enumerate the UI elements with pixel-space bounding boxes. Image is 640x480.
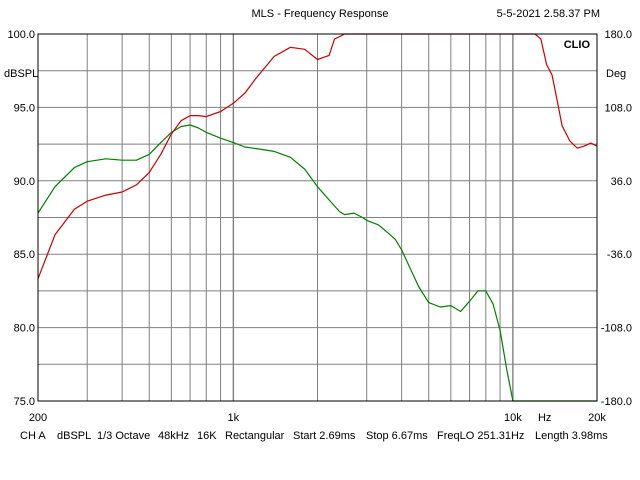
y-axis-right-label: Deg bbox=[606, 68, 626, 80]
fft-size-label: 16K bbox=[197, 430, 217, 442]
window-label: Rectangular bbox=[225, 430, 285, 442]
plot-frame bbox=[37, 33, 598, 402]
y-tick-label: 100.0 bbox=[7, 29, 35, 41]
channel-label: CH A bbox=[20, 430, 46, 442]
x-tick-label: 1k bbox=[228, 412, 240, 424]
magnitude-curve bbox=[37, 124, 597, 402]
chart-title: MLS - Frequency Response bbox=[252, 8, 389, 20]
series-layer bbox=[37, 33, 598, 402]
timestamp: 5-5-2021 2.58.37 PM bbox=[497, 8, 600, 20]
stop-time-label: Stop 6.67ms bbox=[366, 430, 428, 442]
x-tick-label: 10k bbox=[504, 412, 522, 424]
unit-label: dBSPL bbox=[57, 430, 92, 442]
grid bbox=[38, 34, 597, 401]
y-axis-label: dBSPL bbox=[4, 68, 38, 80]
smoothing-label: 1/3 Octave bbox=[97, 430, 151, 442]
y-right-tick-label: 108.0 bbox=[604, 102, 632, 114]
y-right-tick-label: 36.0 bbox=[611, 176, 632, 188]
tick-labels: 100.0 95.0 90.0 85.0 80.0 75.0 180.0 108.0 36.0 -… bbox=[7, 29, 632, 424]
sample-rate-label: 48kHz bbox=[158, 430, 190, 442]
x-axis-label: Hz bbox=[538, 412, 551, 424]
freqlo-label: FreqLO 251.31Hz bbox=[437, 430, 525, 442]
y-right-tick-label: -108.0 bbox=[601, 323, 632, 335]
y-tick-label: 80.0 bbox=[14, 323, 35, 335]
brand-logo: CLIO bbox=[564, 39, 591, 51]
x-tick-label: 200 bbox=[29, 412, 47, 424]
y-tick-label: 90.0 bbox=[14, 176, 35, 188]
y-right-tick-label: -36.0 bbox=[607, 249, 632, 261]
x-tick-label: 20k bbox=[588, 412, 606, 424]
y-right-tick-label: 180.0 bbox=[604, 29, 632, 41]
y-tick-label: 85.0 bbox=[14, 249, 35, 261]
length-label: Length 3.98ms bbox=[535, 430, 608, 442]
measurement-info-bar: CH A dBSPL 1/3 Octave 48kHz 16K Rectangu… bbox=[0, 430, 640, 446]
frequency-response-chart: MLS - Frequency Response 5-5-2021 2.58.3… bbox=[4, 8, 632, 424]
phase-curve bbox=[37, 33, 598, 279]
y-tick-label: 75.0 bbox=[14, 396, 35, 408]
start-time-label: Start 2.69ms bbox=[293, 430, 356, 442]
y-tick-label: 95.0 bbox=[14, 102, 35, 114]
y-right-tick-label: -180.0 bbox=[601, 396, 632, 408]
